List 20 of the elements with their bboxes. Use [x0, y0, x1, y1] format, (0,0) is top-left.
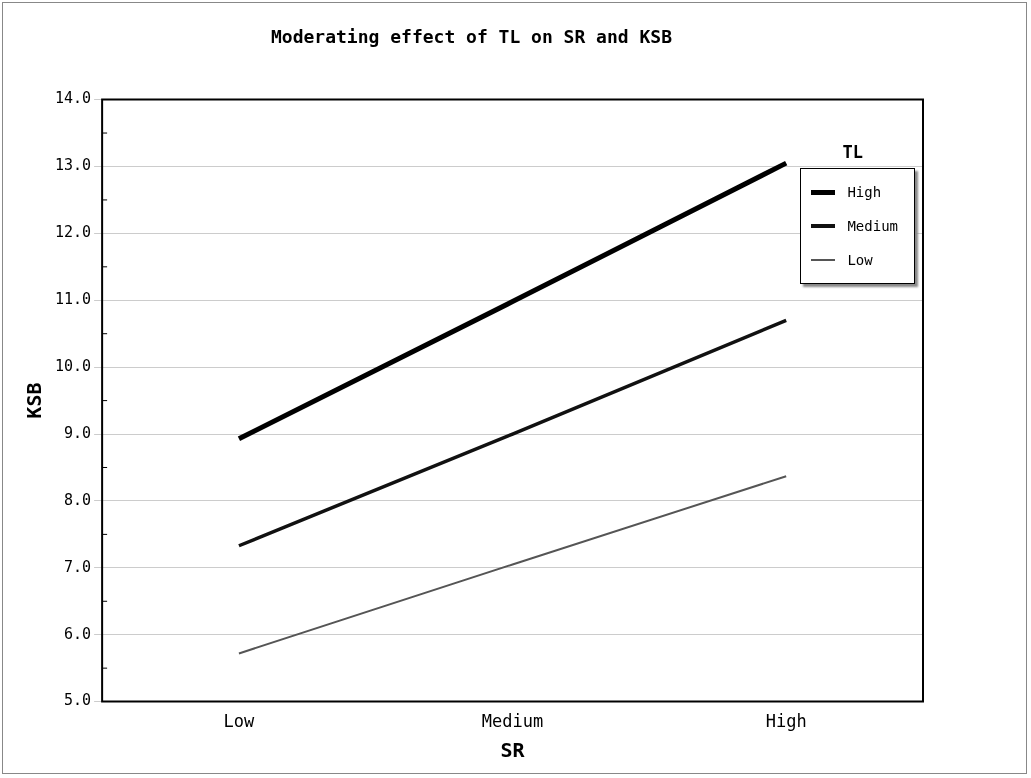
- y-tick-label: 6.0: [64, 624, 92, 643]
- y-tick-label: 10.0: [55, 357, 92, 376]
- y-tick-label: 11.0: [55, 290, 92, 309]
- legend-label: High: [847, 184, 882, 200]
- legend-label: Low: [847, 252, 873, 268]
- y-tick-label: 14.0: [55, 89, 92, 108]
- chart-title: Moderating effect of TL on SR and KSB: [271, 26, 673, 48]
- y-axis-title: KSB: [22, 382, 47, 419]
- x-axis-title: SR: [500, 738, 526, 763]
- y-tick-label: 5.0: [64, 691, 92, 710]
- y-tick-label: 9.0: [64, 423, 92, 442]
- x-tick-label: High: [765, 711, 807, 732]
- y-tick-label: 8.0: [64, 490, 92, 509]
- y-tick-label: 12.0: [55, 223, 92, 242]
- x-tick-label: Medium: [481, 711, 544, 732]
- legend-label: Medium: [847, 218, 898, 234]
- legend-title: TL: [842, 142, 864, 162]
- y-tick-label: 13.0: [55, 156, 92, 175]
- x-tick-label: Low: [223, 711, 256, 732]
- y-tick-label: 7.0: [64, 557, 92, 576]
